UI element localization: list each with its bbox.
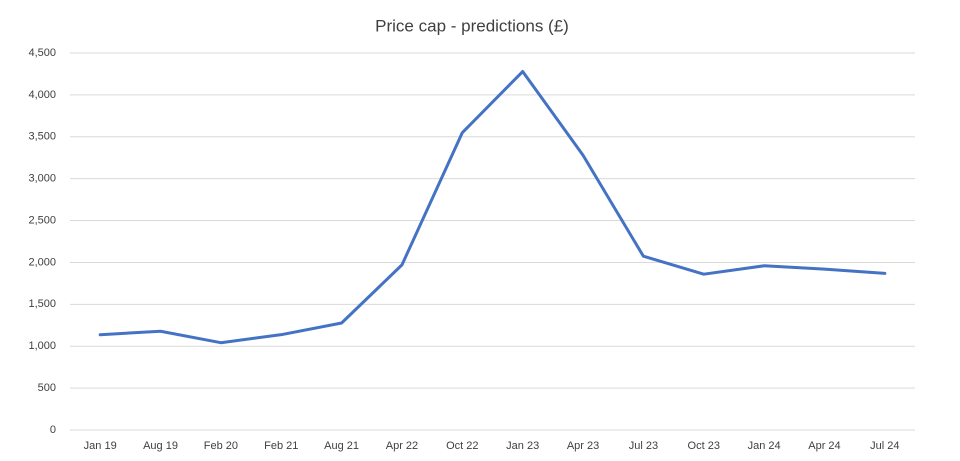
y-tick-label: 4,000 (28, 89, 56, 101)
x-tick-label: Oct 23 (688, 440, 720, 452)
y-tick-label: 2,500 (28, 214, 56, 226)
y-tick-label: 3,500 (28, 131, 56, 143)
line-series (98, 70, 887, 345)
x-tick-label: Jul 24 (870, 440, 899, 452)
x-tick-label: Jan 24 (748, 440, 781, 452)
x-tick-label: Feb 20 (204, 440, 238, 452)
x-tick-label: Apr 24 (808, 440, 840, 452)
x-tick-label: Jan 19 (84, 440, 117, 452)
y-tick-label: 0 (50, 424, 56, 436)
y-tick-label: 2,000 (28, 256, 56, 268)
y-tick-label: 1,500 (28, 298, 56, 310)
x-tick-label: Apr 22 (386, 440, 418, 452)
x-tick-label: Apr 23 (567, 440, 599, 452)
x-tick-label: Aug 19 (143, 440, 178, 452)
x-tick-label: Aug 21 (324, 440, 359, 452)
x-tick-label: Feb 21 (264, 440, 298, 452)
chart-title: Price cap - predictions (£) (375, 16, 569, 35)
x-tick-label: Jul 23 (629, 440, 658, 452)
y-tick-label: 3,000 (28, 173, 56, 185)
x-tick-label: Jan 23 (506, 440, 539, 452)
y-tick-label: 1,000 (28, 340, 56, 352)
y-tick-label: 500 (38, 382, 56, 394)
y-tick-label: 4,500 (28, 47, 56, 59)
x-tick-label: Oct 22 (446, 440, 478, 452)
